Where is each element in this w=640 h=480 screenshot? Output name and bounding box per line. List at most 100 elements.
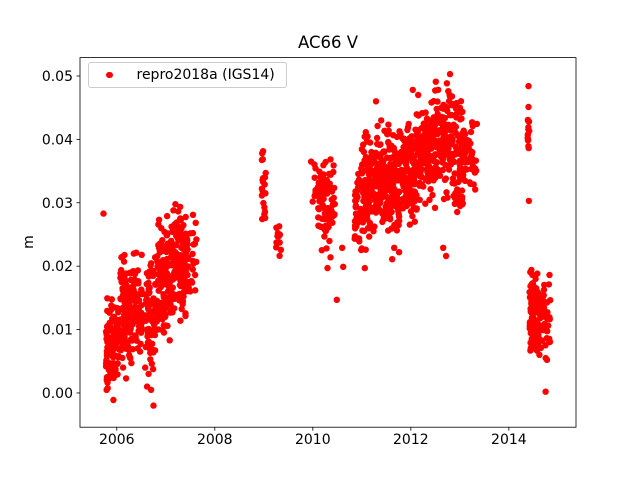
data-point — [160, 293, 168, 300]
data-point — [163, 270, 171, 277]
data-point — [121, 312, 128, 319]
data-point — [339, 244, 346, 251]
data-point — [364, 133, 371, 140]
data-point — [435, 166, 442, 174]
data-point — [528, 314, 536, 321]
data-point — [307, 158, 315, 165]
x-tick-label: 2014 — [491, 432, 527, 448]
data-point — [157, 269, 164, 276]
data-point — [386, 155, 394, 162]
data-point — [273, 244, 280, 251]
data-point — [189, 250, 196, 258]
data-point — [330, 162, 337, 169]
x-tick-label: 2012 — [393, 432, 429, 448]
chart-title: AC66 V — [297, 33, 359, 52]
data-point — [434, 112, 441, 119]
data-point — [472, 186, 479, 193]
data-point — [395, 249, 403, 256]
data-point — [114, 371, 121, 378]
legend-marker-icon — [106, 71, 113, 79]
data-point — [446, 70, 454, 78]
data-point — [277, 246, 285, 253]
data-point — [415, 133, 423, 140]
data-point — [322, 227, 329, 235]
data-point — [104, 344, 111, 351]
data-point — [369, 207, 376, 214]
data-point — [409, 212, 416, 220]
data-point — [191, 240, 199, 247]
data-point — [149, 365, 157, 373]
data-point — [259, 176, 266, 183]
data-point — [389, 256, 396, 263]
data-point — [441, 176, 449, 183]
data-point — [131, 334, 138, 342]
data-point — [413, 205, 420, 212]
data-point — [315, 222, 323, 230]
data-point — [326, 237, 333, 245]
data-point — [142, 364, 149, 371]
data-point — [452, 190, 459, 197]
data-point — [528, 298, 535, 305]
data-point — [387, 216, 394, 223]
data-point — [435, 86, 442, 94]
legend: repro2018a (IGS14) — [88, 62, 287, 88]
data-point — [321, 233, 328, 240]
data-point — [382, 209, 389, 216]
data-point — [536, 299, 543, 306]
data-point — [364, 225, 372, 232]
data-point — [311, 174, 318, 181]
data-point — [399, 135, 406, 142]
y-tick-label: 0.04 — [42, 132, 73, 148]
data-point — [372, 98, 380, 105]
data-point — [323, 208, 330, 215]
data-point — [536, 309, 543, 316]
data-point — [137, 340, 144, 347]
x-tick-label: 2010 — [295, 432, 331, 448]
data-point — [382, 168, 389, 175]
data-point — [540, 286, 548, 293]
data-point — [148, 360, 155, 367]
data-point — [465, 156, 472, 164]
data-point — [449, 135, 456, 142]
data-point — [315, 184, 322, 192]
data-point — [322, 158, 329, 166]
data-point — [419, 147, 426, 154]
data-point — [423, 115, 431, 122]
data-point — [363, 214, 370, 222]
data-point — [417, 171, 424, 178]
y-tick-label: 0.05 — [42, 69, 73, 85]
data-point — [136, 348, 144, 355]
data-point — [191, 271, 199, 279]
data-point — [439, 159, 446, 166]
data-point — [175, 233, 182, 241]
data-point — [119, 354, 126, 362]
data-point — [184, 263, 192, 270]
data-point — [444, 139, 451, 147]
legend-label: repro2018a (IGS14) — [136, 67, 275, 83]
data-point — [132, 298, 139, 306]
data-point — [544, 328, 551, 335]
data-point — [433, 159, 441, 166]
data-point — [154, 253, 161, 260]
data-point — [423, 154, 430, 162]
data-point — [119, 340, 126, 347]
data-point — [118, 266, 125, 274]
data-point — [450, 158, 458, 165]
data-point — [540, 292, 547, 299]
data-point — [324, 264, 331, 272]
data-point — [262, 190, 269, 197]
data-point — [439, 117, 446, 124]
data-point — [453, 110, 461, 117]
data-point — [159, 274, 166, 282]
data-point — [451, 151, 459, 158]
data-point — [177, 262, 184, 270]
data-point — [458, 115, 465, 122]
data-point — [472, 157, 480, 164]
data-point — [525, 197, 533, 205]
data-point — [108, 371, 116, 378]
data-point — [328, 207, 335, 215]
y-tick-label: 0.03 — [42, 196, 73, 212]
data-point — [408, 145, 416, 152]
